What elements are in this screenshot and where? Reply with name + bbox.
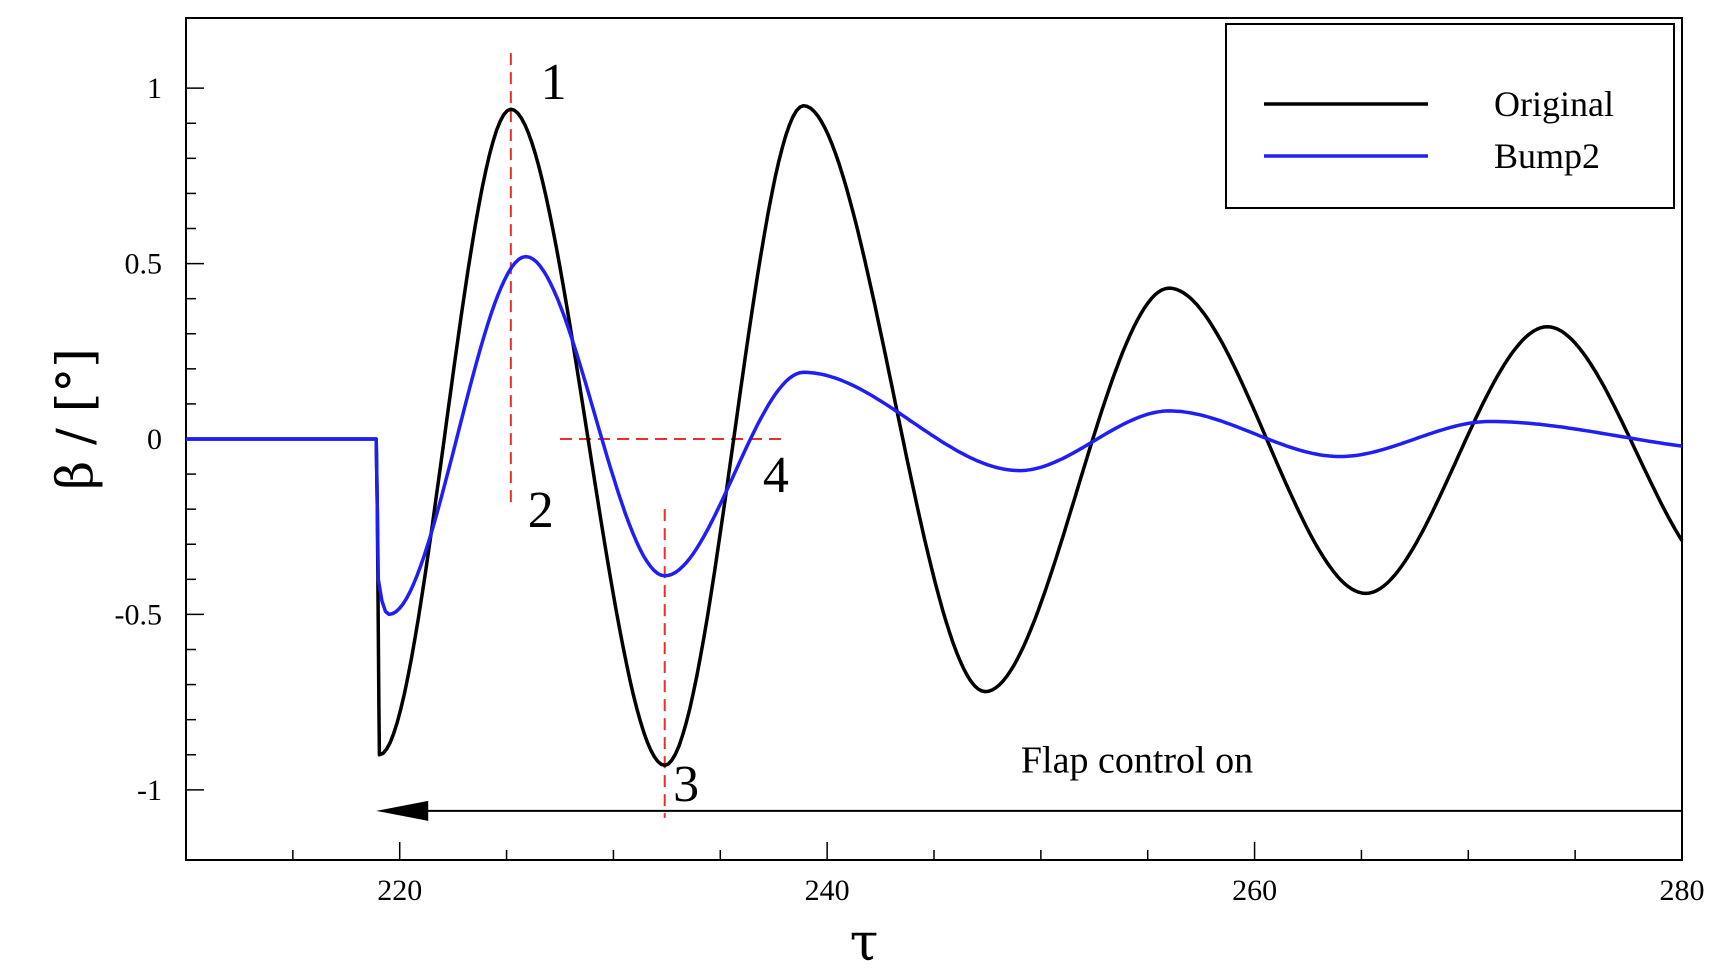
y-tick-label: 0 [147, 423, 162, 456]
legend-label: Bump2 [1494, 136, 1600, 176]
x-tick-label: 240 [805, 874, 850, 907]
x-tick-label: 260 [1232, 874, 1277, 907]
legend-label: Original [1494, 84, 1614, 124]
series-line-bump2 [186, 254, 1683, 617]
annotation-text: Flap control on [1021, 739, 1253, 781]
series-line-original [186, 103, 1684, 768]
legend-box [1225, 23, 1675, 209]
y-tick-label: 1 [147, 72, 162, 105]
y-axis-label: β / [°] [46, 348, 104, 490]
point-label: 4 [763, 447, 789, 504]
point-label: 3 [673, 756, 699, 813]
y-tick-label: -1 [137, 774, 162, 807]
y-tick-label: -0.5 [115, 598, 163, 631]
point-label: 1 [541, 54, 567, 111]
point-label: 2 [528, 482, 554, 539]
y-tick-label: 0.5 [125, 248, 163, 281]
x-axis-label: τ [850, 913, 879, 973]
x-tick-label: 280 [1660, 874, 1705, 907]
annotation-arrow-head [376, 800, 429, 821]
x-tick-label: 220 [377, 874, 422, 907]
